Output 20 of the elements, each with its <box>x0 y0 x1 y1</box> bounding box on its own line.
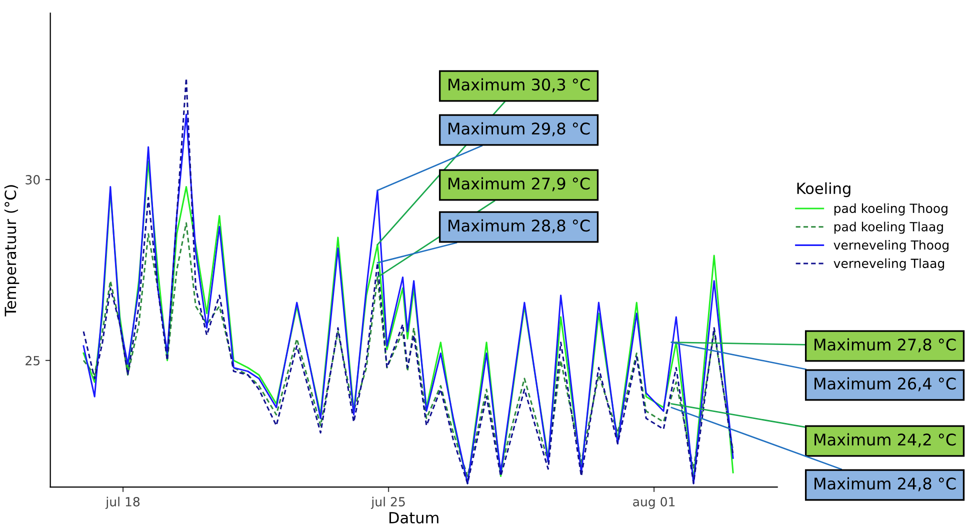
annotation: Maximum 26,4 °C <box>814 377 956 392</box>
annotation: Maximum 24,8 °C <box>814 477 956 492</box>
annotation: Maximum 28,8 °C <box>448 219 590 234</box>
legend-label: verneveling Tlaag <box>834 258 944 271</box>
annotation: Maximum 27,8 °C <box>814 338 956 352</box>
y-tick-label: 30 <box>26 175 40 184</box>
legend-label: pad koeling Tlaag <box>834 222 943 234</box>
legend-label: verneveling Thoog <box>834 240 948 252</box>
annotation: Maximum 27,9 °C <box>448 177 590 192</box>
legend-title: Koeling <box>797 182 850 198</box>
x-tick-label: aug 01 <box>633 497 675 509</box>
annotation: Maximum 30,3 °C <box>448 78 590 92</box>
annotation: Maximum 29,8 °C <box>448 122 590 136</box>
legend-label: pad koeling Thoog <box>834 203 948 216</box>
y-tick-label: 25 <box>26 356 40 366</box>
annotation: Maximum 24,2 °C <box>814 433 956 448</box>
x-axis-title: Datum <box>389 512 438 524</box>
y-axis-title: Temperatuur (°C) <box>4 185 20 316</box>
x-tick-label: jul 18 <box>105 496 140 509</box>
x-tick-label: jul 25 <box>370 496 405 509</box>
